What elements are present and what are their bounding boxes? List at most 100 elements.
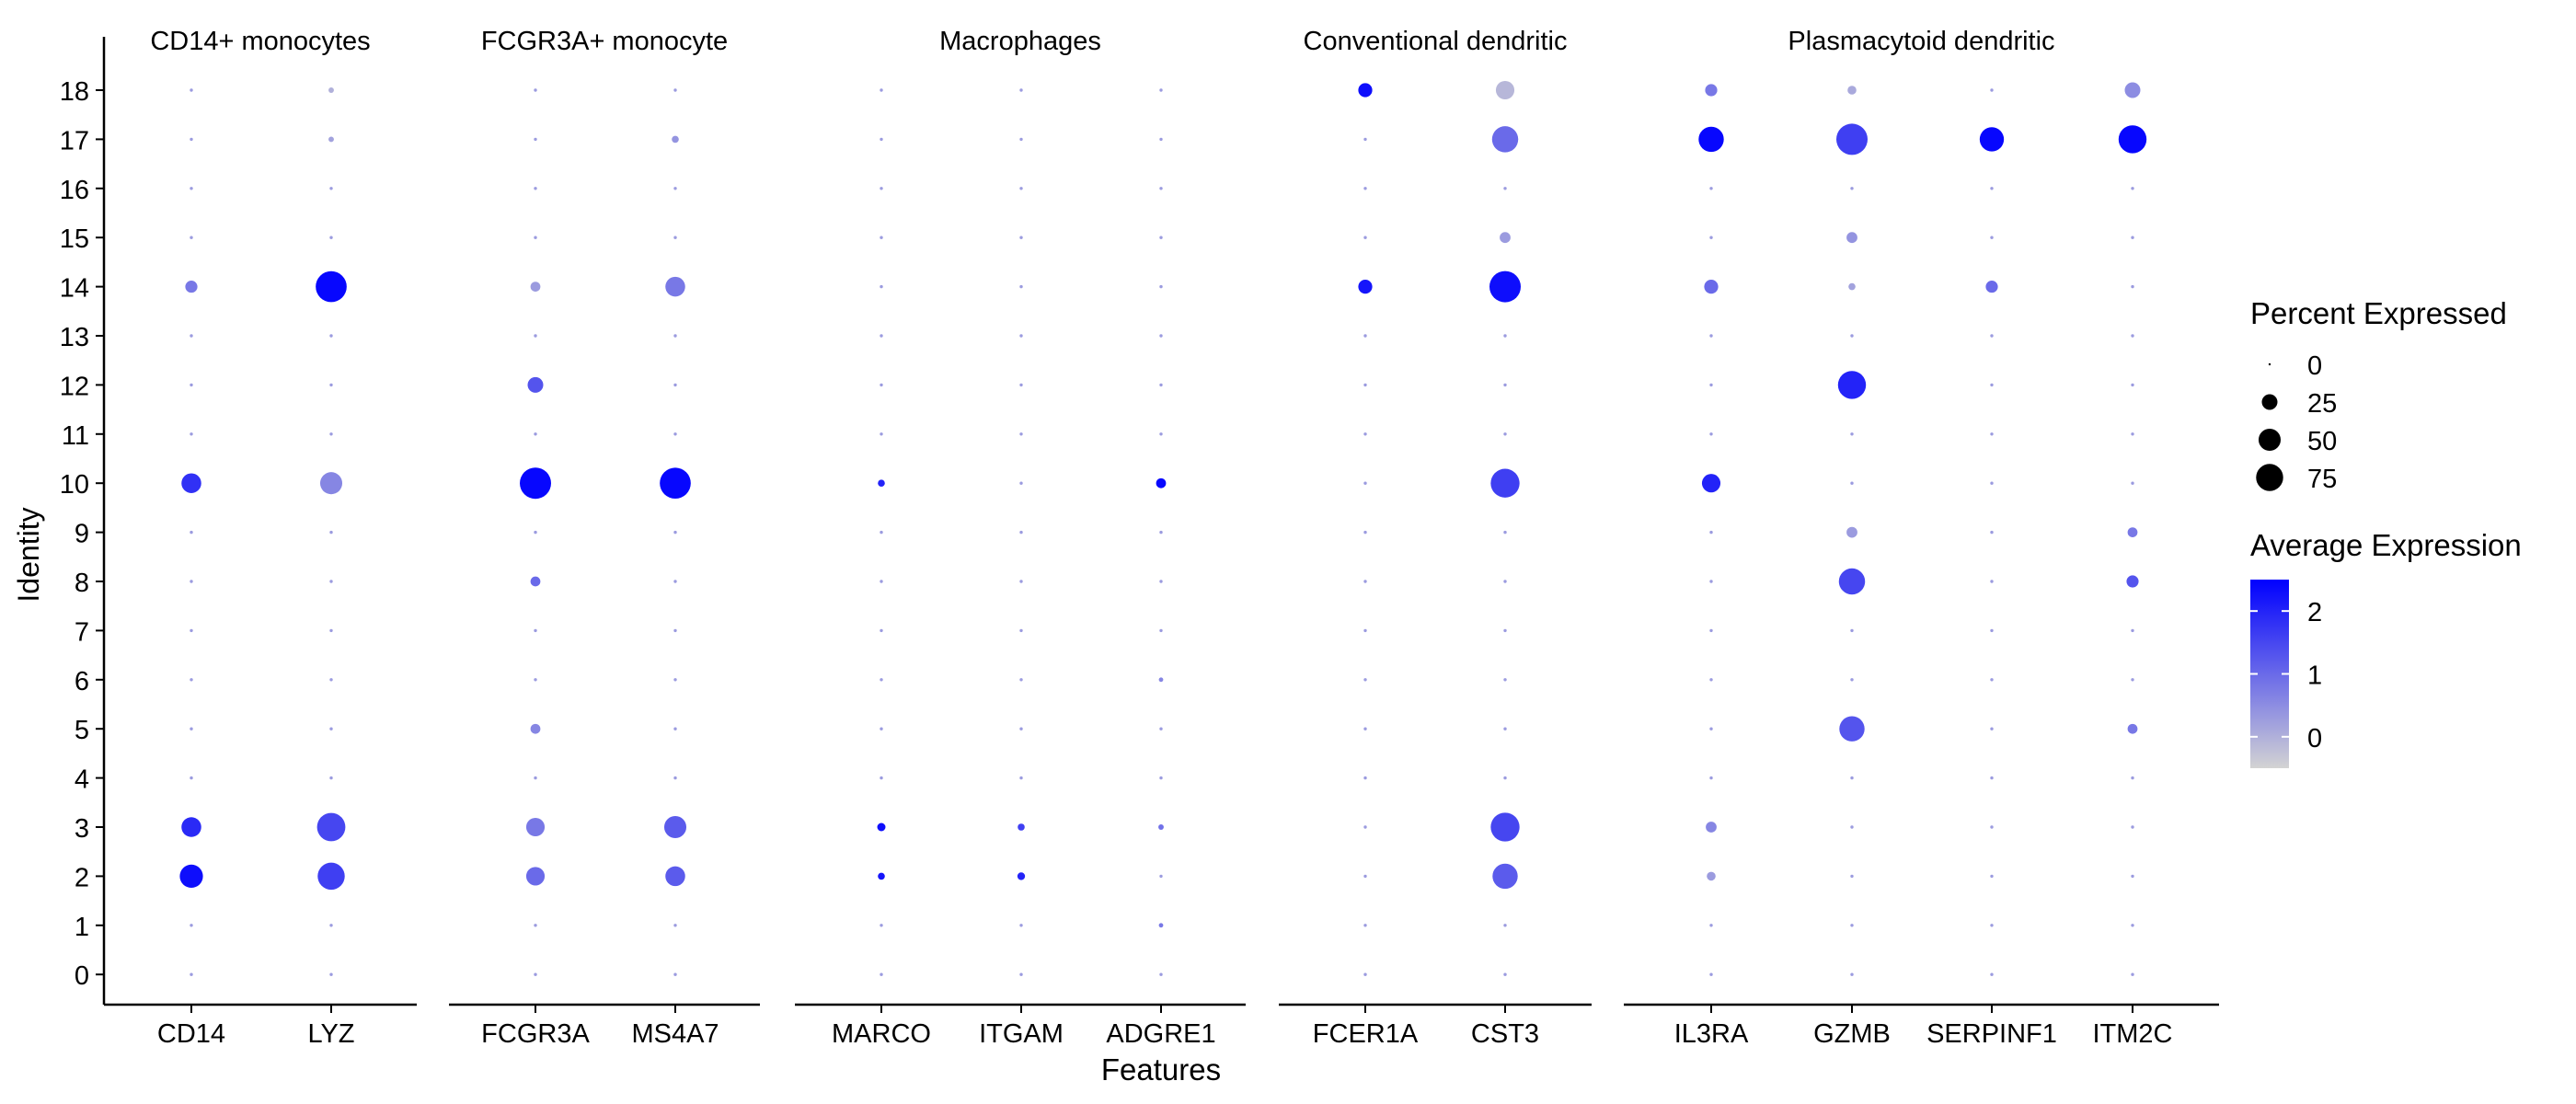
dot-lyz-7 — [329, 628, 333, 633]
x-tick-label: CST3 — [1471, 1019, 1539, 1049]
y-tick-label: 13 — [60, 323, 89, 352]
dot-cd14-14 — [185, 281, 198, 293]
dot-il3ra-13 — [1709, 334, 1713, 338]
dot-fcer1a-6 — [1363, 678, 1367, 682]
dot-serpinf1-15 — [1990, 236, 1994, 239]
dot-cd14-4 — [190, 776, 193, 780]
dot-serpinf1-12 — [1990, 383, 1994, 387]
dot-cst3-10 — [1490, 468, 1520, 498]
color-legend-label: 1 — [2307, 661, 2322, 691]
dot-adgre1-17 — [1159, 137, 1163, 142]
panel-title: FCGR3A+ monocyte — [481, 27, 728, 56]
dot-itm2c-18 — [2124, 82, 2141, 98]
dot-itm2c-5 — [2127, 723, 2138, 734]
y-tick-label: 12 — [60, 372, 89, 401]
dot-il3ra-17 — [1698, 126, 1724, 153]
dot-serpinf1-11 — [1990, 432, 1994, 436]
x-tick-label: ITGAM — [979, 1019, 1064, 1049]
dot-cst3-12 — [1503, 383, 1507, 387]
color-legend: Average Expression 2 1 0 — [2250, 528, 2522, 768]
dot-itm2c-14 — [2131, 284, 2134, 289]
dot-ms4a7-6 — [673, 678, 677, 682]
dot-serpinf1-7 — [1990, 628, 1994, 633]
dot-itgam-11 — [1019, 432, 1023, 436]
y-tick-label: 9 — [75, 520, 89, 549]
dot-itm2c-11 — [2131, 432, 2134, 436]
dot-itgam-16 — [1019, 187, 1023, 190]
dot-itgam-3 — [1018, 823, 1025, 831]
dot-layer — [179, 80, 2147, 976]
dot-cd14-5 — [190, 727, 193, 730]
dot-fcgr3a-11 — [534, 432, 537, 436]
dot-gzmb-5 — [1839, 716, 1865, 742]
dot-marco-0 — [880, 972, 883, 976]
panel-title: CD14+ monocytes — [150, 27, 370, 56]
dot-lyz-9 — [329, 530, 333, 535]
y-tick-label: 15 — [60, 224, 89, 254]
dot-cd14-16 — [190, 187, 193, 190]
dot-lyz-6 — [329, 678, 333, 682]
size-legend-dot — [2256, 464, 2283, 491]
x-axis-label: Features — [1101, 1052, 1221, 1087]
dot-cst3-6 — [1503, 678, 1507, 682]
size-legend-label: 25 — [2307, 389, 2337, 419]
dot-itm2c-3 — [2131, 825, 2134, 829]
dot-il3ra-7 — [1709, 628, 1713, 633]
dot-itgam-15 — [1019, 236, 1023, 239]
dot-serpinf1-2 — [1990, 874, 1994, 879]
dot-marco-10 — [878, 479, 885, 488]
dot-itgam-7 — [1019, 628, 1023, 633]
dot-ms4a7-7 — [673, 628, 677, 633]
dot-fcgr3a-4 — [534, 776, 537, 780]
dot-lyz-5 — [329, 727, 333, 730]
dot-itm2c-2 — [2131, 874, 2134, 879]
dot-lyz-17 — [328, 136, 334, 143]
x-tick-label: CD14 — [157, 1019, 225, 1049]
dot-fcgr3a-13 — [534, 334, 537, 338]
dot-ms4a7-16 — [673, 187, 677, 190]
dot-gzmb-3 — [1850, 825, 1854, 829]
dot-fcer1a-17 — [1363, 137, 1367, 142]
dot-fcgr3a-9 — [534, 530, 537, 535]
y-tick-label: 2 — [75, 863, 89, 892]
dot-ms4a7-13 — [673, 334, 677, 338]
dot-cst3-2 — [1492, 863, 1518, 890]
dot-cst3-18 — [1495, 80, 1515, 100]
dot-ms4a7-14 — [665, 276, 685, 297]
dot-serpinf1-13 — [1990, 334, 1994, 338]
dot-marco-14 — [880, 284, 883, 289]
dot-adgre1-14 — [1159, 284, 1163, 289]
dot-adgre1-1 — [1158, 923, 1164, 928]
dot-gzmb-6 — [1850, 678, 1854, 682]
dot-itgam-0 — [1019, 972, 1023, 976]
dot-lyz-0 — [329, 972, 333, 976]
color-legend-label: 0 — [2307, 724, 2322, 753]
dot-adgre1-5 — [1159, 727, 1163, 730]
dot-il3ra-10 — [1701, 474, 1721, 493]
dot-ms4a7-9 — [673, 530, 677, 535]
dot-itm2c-7 — [2131, 628, 2134, 633]
dot-cst3-14 — [1489, 270, 1521, 303]
dot-adgre1-13 — [1159, 334, 1163, 338]
dot-gzmb-16 — [1850, 187, 1854, 190]
dot-fcer1a-14 — [1358, 279, 1373, 294]
dot-il3ra-16 — [1709, 187, 1713, 190]
dot-cd14-15 — [190, 236, 193, 239]
dot-marco-13 — [880, 334, 883, 338]
y-tick-label: 1 — [75, 913, 89, 942]
dot-serpinf1-18 — [1990, 88, 1994, 92]
dot-adgre1-11 — [1159, 432, 1163, 436]
y-tick-label: 3 — [75, 814, 89, 844]
dot-il3ra-14 — [1704, 279, 1719, 294]
dot-itm2c-17 — [2118, 125, 2147, 154]
dot-itgam-10 — [1019, 481, 1023, 485]
dot-itgam-1 — [1019, 924, 1023, 927]
dot-fcer1a-8 — [1363, 580, 1367, 583]
dot-itm2c-10 — [2131, 481, 2134, 485]
dot-itm2c-9 — [2127, 527, 2138, 537]
x-tick-label: LYZ — [307, 1019, 354, 1049]
dot-fcgr3a-10 — [520, 467, 551, 500]
dot-gzmb-2 — [1850, 874, 1854, 879]
